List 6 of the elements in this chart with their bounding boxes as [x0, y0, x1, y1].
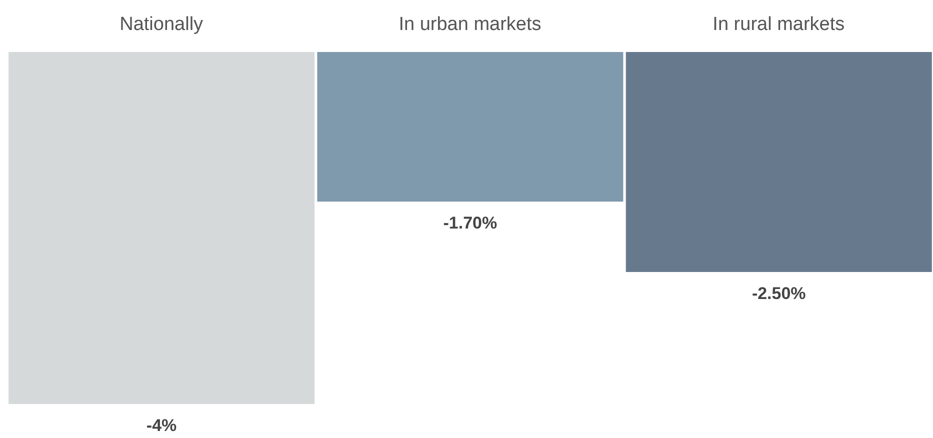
x-tick-label: In rural markets	[712, 14, 845, 35]
data-label: -4%	[146, 416, 177, 435]
data-label: -2.50%	[752, 284, 806, 303]
x-tick-label: In urban markets	[398, 14, 542, 35]
x-tick-label: Nationally	[120, 14, 204, 35]
data-label: -1.70%	[443, 214, 498, 233]
